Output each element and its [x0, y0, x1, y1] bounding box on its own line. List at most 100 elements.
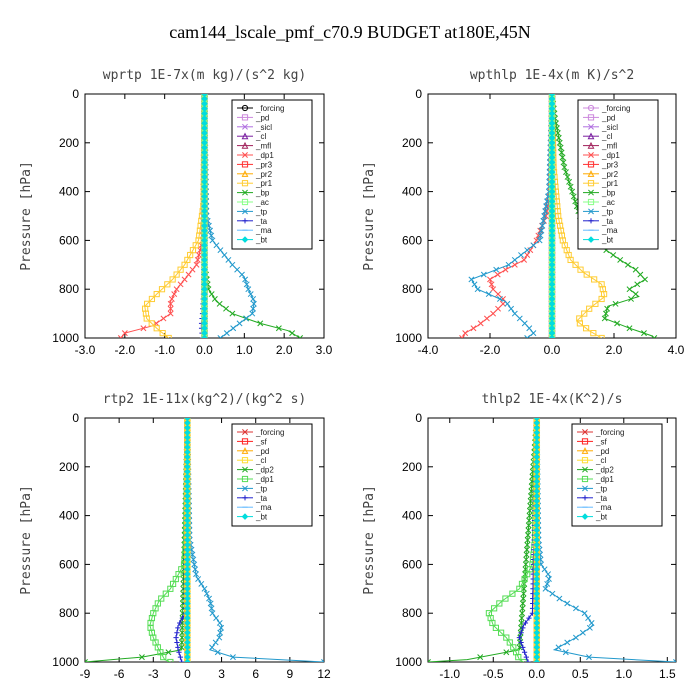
legend-label: _bt: [595, 513, 608, 522]
series-bp-point: [610, 252, 617, 258]
series-dp1-line: [149, 418, 188, 662]
series-dp2-point: [516, 644, 523, 651]
series-bp-point: [626, 286, 633, 293]
series-dp1-point: [121, 330, 128, 337]
series-tp-point: [249, 310, 256, 317]
series-dp1-point: [167, 658, 174, 662]
legend-label: _bt: [255, 236, 268, 245]
series-dp1-point: [490, 286, 497, 293]
series-dp1-point: [496, 600, 503, 607]
panel-title: wpthlp 1E-4x(m K)/s^2: [470, 68, 634, 83]
series-pr1-point: [148, 295, 156, 303]
series-bp-point: [275, 325, 282, 332]
legend-marker: [581, 513, 589, 520]
series-bp-point: [641, 330, 647, 337]
legend-marker: [587, 170, 595, 177]
legend-label: _bt: [601, 236, 614, 245]
y-axis-label: Pressure [hPa]: [362, 485, 377, 595]
legend-label: _cl: [601, 132, 612, 141]
series-dp1: [485, 418, 540, 662]
series-dp1-point: [168, 296, 175, 302]
series-tp-point: [581, 610, 588, 617]
series-tp-point: [321, 659, 324, 662]
series-pr1-line: [551, 94, 606, 338]
series-dp1-point: [487, 276, 493, 283]
series-dp2-point: [178, 644, 185, 651]
series-dp2-point: [527, 502, 534, 509]
series-pr1-point: [153, 290, 160, 298]
legend-item: _ta: [237, 494, 268, 503]
legend-marker: [588, 189, 594, 196]
series-dp1-point: [193, 261, 200, 268]
series-dp2-point: [525, 522, 532, 529]
legend-item: _sf: [237, 437, 267, 446]
series-dp1-point: [160, 654, 167, 661]
series-dp1-point: [497, 629, 505, 636]
series-tp-point: [586, 654, 592, 661]
series-tp-point: [207, 600, 214, 607]
legend-item: _bp: [237, 189, 270, 198]
y-tick-label: 0: [415, 87, 422, 101]
x-tick-label: -2.0: [480, 343, 501, 357]
legend-item: _pr1: [237, 179, 273, 188]
series-bp-point: [570, 193, 577, 200]
series-pr1-point: [153, 325, 160, 332]
series-dp2-point: [525, 527, 532, 534]
series-dp1-point: [502, 266, 509, 273]
legend-marker: [582, 495, 588, 501]
y-axis-label: Pressure [hPa]: [362, 161, 377, 271]
legend-marker: [588, 208, 594, 215]
series-tp-point: [229, 654, 236, 661]
series-tp-point: [195, 576, 202, 582]
legend-marker: [582, 485, 588, 492]
series-tp-point: [673, 659, 676, 662]
legend-item: _forcing: [237, 104, 284, 113]
series-tp-point: [192, 566, 199, 573]
series-tp-point: [562, 649, 569, 656]
series-ta-point: [174, 630, 180, 636]
series-tp-point: [524, 335, 531, 338]
legend-item: _cl: [237, 132, 266, 141]
x-tick-label: -1.0: [154, 343, 175, 357]
series-dp1-point: [167, 305, 174, 312]
series-tp-point: [564, 600, 571, 607]
series-bp-point: [216, 300, 223, 307]
legend-item: _dp1: [577, 475, 614, 484]
series-tp-point: [223, 330, 230, 337]
legend-marker: [587, 104, 595, 112]
legend-label: _ma: [255, 226, 272, 235]
legend-marker: [587, 141, 595, 149]
series-dp2-point: [523, 556, 530, 563]
legend-label: _mfl: [255, 142, 271, 151]
series-dp1-point: [495, 291, 502, 298]
series-tp-point: [511, 256, 518, 263]
series-dp1-line: [461, 94, 553, 338]
legend-marker: [241, 161, 249, 168]
legend-label: _pd: [255, 113, 269, 122]
series-dp2-point: [178, 639, 185, 646]
series-tp-point: [250, 296, 257, 302]
legend-marker: [241, 457, 249, 464]
series-dp1-point: [194, 256, 201, 263]
series-dp2-point: [526, 517, 533, 524]
legend-item: _bt: [577, 513, 608, 522]
legend-label: _dp2: [255, 466, 274, 475]
series-dp2-point: [519, 605, 526, 612]
x-tick-label: 1.0: [615, 667, 632, 681]
series-tp-point: [216, 634, 223, 641]
legend-item: _bt: [583, 236, 614, 245]
series-pr1-point: [165, 334, 172, 338]
series-dp2-point: [524, 541, 531, 548]
legend-marker: [242, 218, 248, 224]
series-dp1-point: [521, 256, 528, 263]
series-tp-point: [539, 222, 546, 229]
series-bp-point: [556, 139, 563, 146]
series-tp-line: [536, 418, 676, 662]
series-dp1-point: [162, 590, 169, 597]
x-tick-label: 1.5: [659, 667, 676, 681]
series-tp-point: [572, 605, 579, 612]
series-sicl-point: [549, 335, 555, 338]
legend-marker: [241, 170, 249, 177]
legend-marker: [588, 152, 594, 158]
y-tick-label: 0: [415, 411, 422, 425]
